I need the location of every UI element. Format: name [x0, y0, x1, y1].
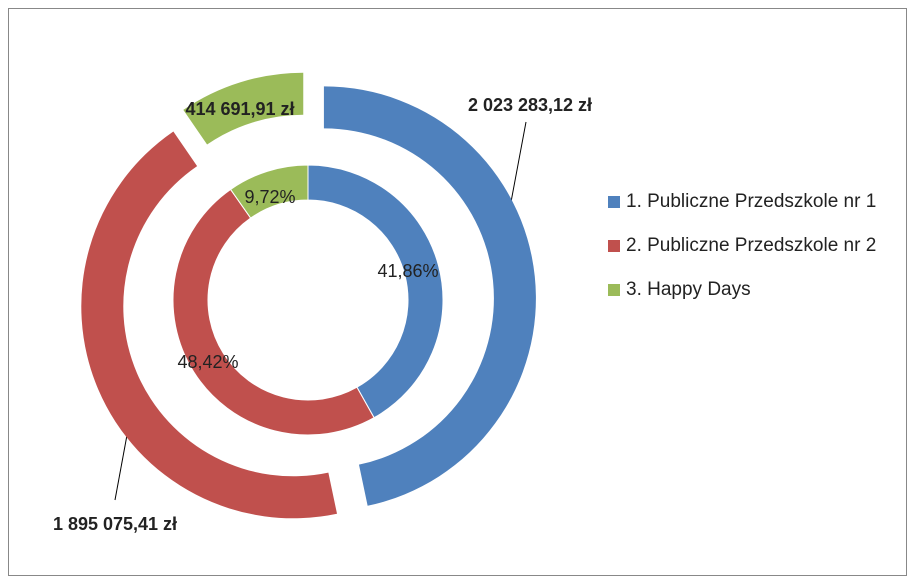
- doughnut-segment: [183, 72, 304, 145]
- legend-label: 2. Publiczne Przedszkole nr 2: [626, 235, 877, 256]
- legend: 1. Publiczne Przedszkole nr 1 2. Publiczn…: [608, 186, 908, 318]
- legend-label: 3. Happy Days: [626, 279, 751, 300]
- data-label: 41,86%: [377, 261, 438, 281]
- legend-label: 1. Publiczne Przedszkole nr 1: [626, 191, 877, 212]
- legend-item: 2. Publiczne Przedszkole nr 2: [608, 230, 908, 262]
- data-label: 1 895 075,41 zł: [53, 514, 177, 534]
- legend-swatch: [608, 196, 620, 208]
- legend-item: 3. Happy Days: [608, 274, 908, 306]
- legend-item: 1. Publiczne Przedszkole nr 1: [608, 186, 908, 218]
- data-label: 48,42%: [177, 352, 238, 372]
- legend-swatch: [608, 284, 620, 296]
- doughnut-segment: [307, 164, 444, 419]
- doughnut-segment: [81, 131, 338, 519]
- data-label: 414 691,91 zł: [185, 99, 294, 119]
- doughnut-segment: [229, 164, 309, 219]
- legend-swatch: [608, 240, 620, 252]
- data-label: 2 023 283,12 zł: [468, 95, 592, 115]
- data-label: 9,72%: [244, 187, 295, 207]
- doughnut-segment: [172, 188, 375, 436]
- chart-frame: [8, 8, 907, 576]
- doughnut-segment: [323, 86, 536, 506]
